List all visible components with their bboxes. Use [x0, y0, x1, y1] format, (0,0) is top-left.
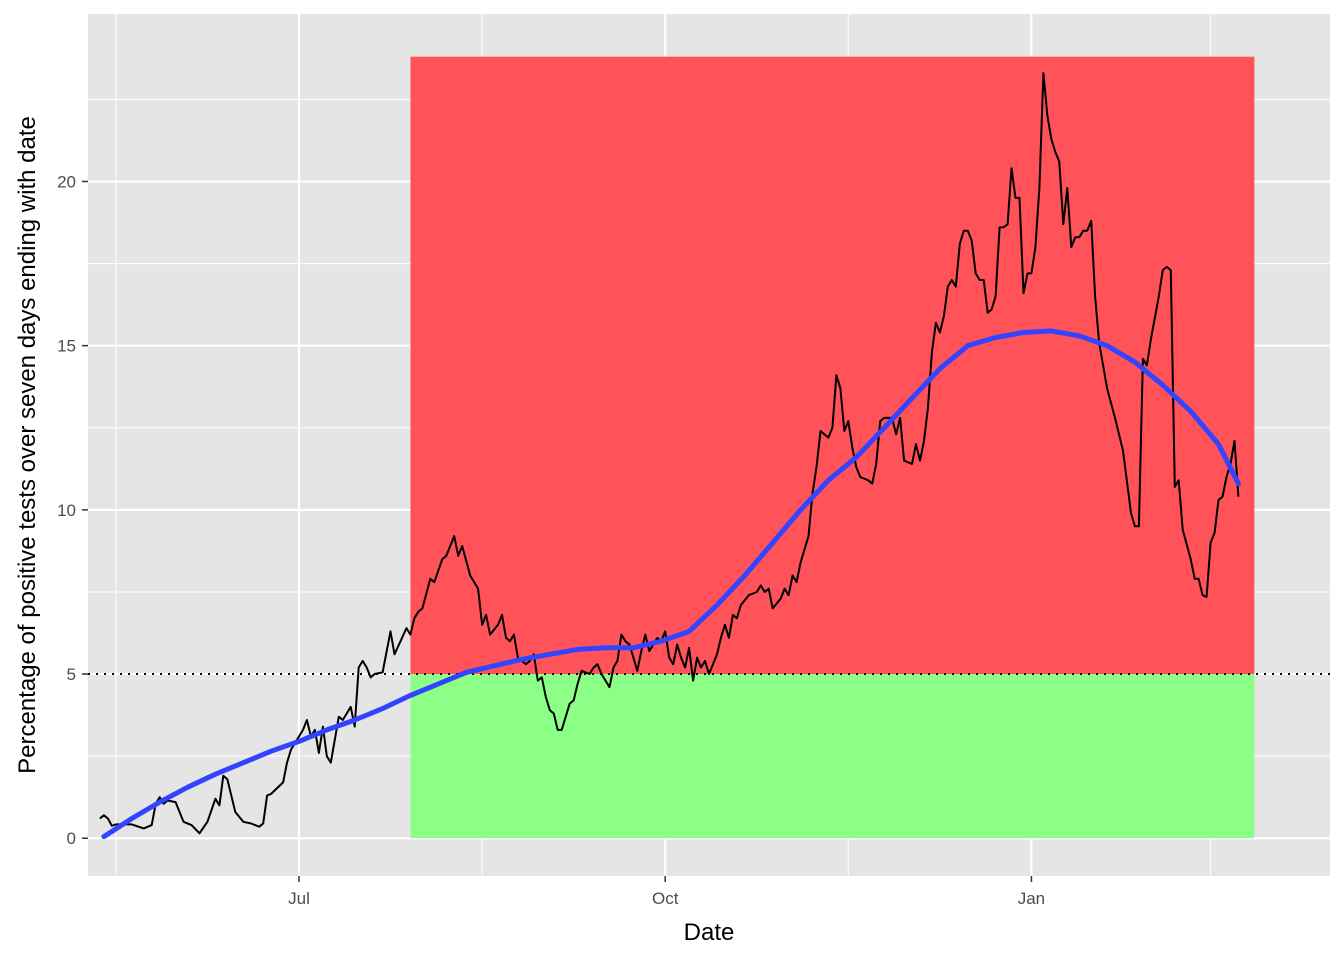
y-axis: 0 5 10 15 20: [57, 172, 88, 848]
region-above-threshold: [410, 56, 1255, 675]
x-tick-label: Jan: [1018, 889, 1045, 908]
series-layer: [99, 72, 1241, 840]
region-below-threshold: [410, 674, 1255, 839]
y-tick-label: 10: [57, 501, 76, 520]
x-tick-label: Jul: [288, 889, 310, 908]
series-line-smooth: [101, 328, 1241, 840]
y-tick-label: 20: [57, 172, 76, 191]
y-tick-label: 5: [67, 665, 76, 684]
y-axis-title: Percentage of positive tests over seven …: [14, 116, 41, 774]
region-layer: [410, 56, 1255, 839]
y-tick-label: 0: [67, 829, 76, 848]
x-tick-label: Oct: [652, 889, 679, 908]
y-tick-label: 15: [57, 337, 76, 356]
x-axis: Jul Oct Jan: [288, 876, 1045, 908]
x-axis-title: Date: [684, 919, 735, 946]
series-line-raw: [99, 72, 1240, 835]
